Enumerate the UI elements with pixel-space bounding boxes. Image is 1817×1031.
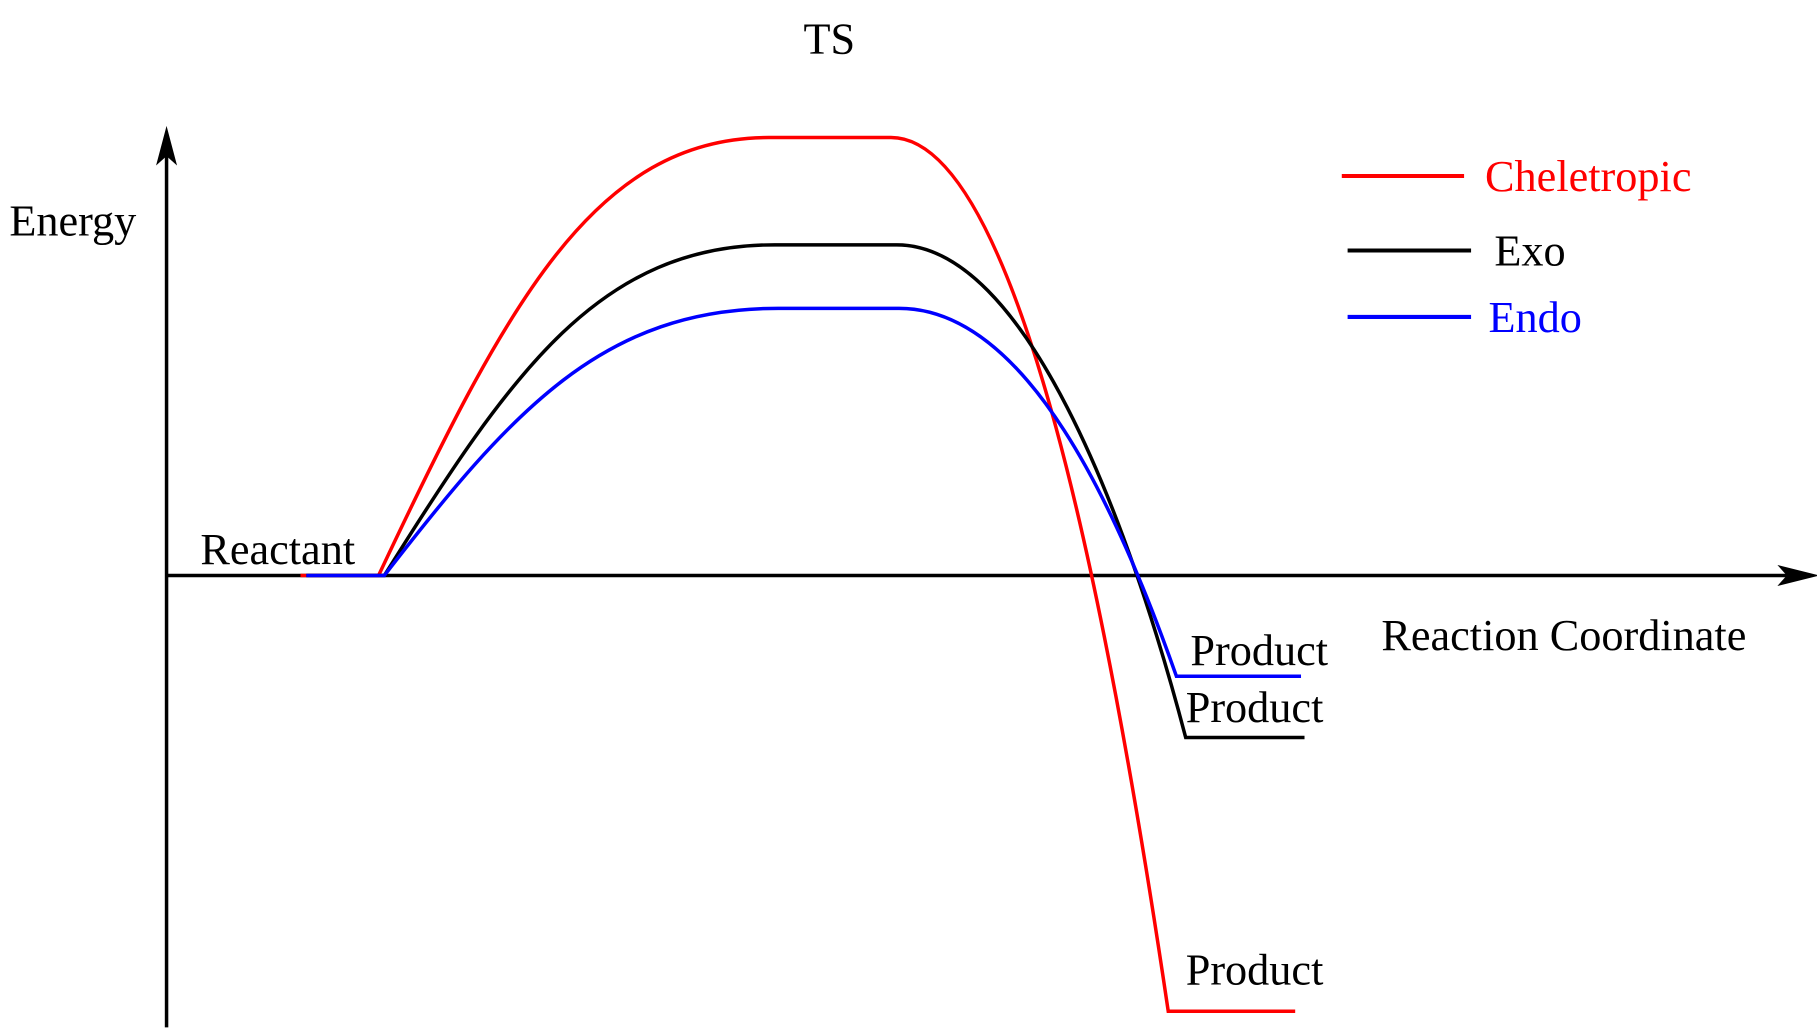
y-axis-arrow-icon — [156, 125, 178, 166]
legend-label-cheletropic: Cheletropic — [1485, 152, 1691, 201]
legend-label-exo: Exo — [1494, 227, 1565, 276]
product-label-cheletropic: Product — [1186, 945, 1324, 994]
chart-title: TS — [803, 15, 855, 64]
x-axis-arrow-icon — [1777, 565, 1817, 586]
product-label-exo: Product — [1186, 683, 1324, 732]
curve-endo — [306, 306, 1302, 678]
legend: Cheletropic Exo Endo — [1341, 152, 1691, 342]
curve-cheletropic — [300, 135, 1296, 1013]
product-label-endo: Product — [1190, 626, 1328, 675]
legend-label-endo: Endo — [1489, 293, 1582, 342]
curve-exo — [306, 243, 1305, 740]
axes — [156, 125, 1817, 1028]
x-axis-label: Reaction Coordinate — [1381, 611, 1746, 660]
y-axis-label: Energy — [9, 196, 136, 245]
reactant-label: Reactant — [200, 525, 355, 574]
